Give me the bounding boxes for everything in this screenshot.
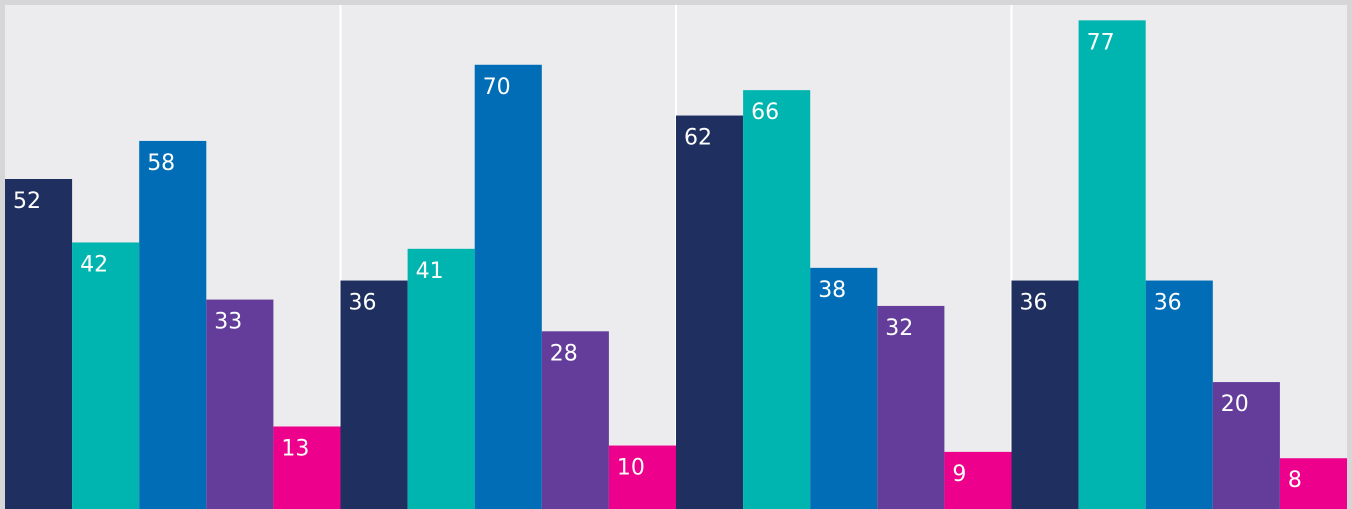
bar-value-label: 9 — [952, 462, 966, 487]
bar-value-label: 70 — [483, 75, 511, 100]
bar-value-label: 38 — [818, 278, 846, 303]
bar — [1212, 382, 1280, 509]
bar — [608, 445, 676, 509]
bar — [340, 280, 408, 509]
bar — [206, 299, 274, 509]
bar — [407, 248, 475, 509]
bar-value-label: 33 — [214, 310, 242, 335]
bar-value-label: 41 — [416, 259, 444, 284]
bar — [944, 451, 1012, 509]
bar — [5, 179, 73, 509]
bar-value-label: 62 — [684, 126, 712, 151]
bar-value-label: 42 — [80, 252, 108, 277]
bar — [743, 90, 811, 509]
bar-value-label: 52 — [13, 189, 41, 214]
bar-value-label: 28 — [550, 341, 578, 366]
bar — [810, 267, 878, 509]
bar — [474, 64, 542, 509]
bar — [139, 140, 207, 509]
bar — [273, 426, 341, 509]
bar-value-label: 36 — [1154, 291, 1182, 316]
bar-value-label: 36 — [1020, 291, 1048, 316]
bar-value-label: 10 — [617, 456, 645, 481]
bar — [877, 305, 945, 509]
bar-value-label: 58 — [147, 151, 175, 176]
bar-value-label: 8 — [1288, 468, 1302, 493]
bar-value-label: 32 — [885, 316, 913, 341]
bar — [1011, 280, 1079, 509]
bar-value-label: 36 — [349, 291, 377, 316]
bar — [72, 242, 140, 509]
bar — [1145, 280, 1213, 509]
bar-value-label: 77 — [1087, 30, 1115, 55]
bar — [676, 115, 744, 509]
bar — [1279, 458, 1347, 509]
bar-value-label: 66 — [751, 100, 779, 125]
bar-value-label: 20 — [1221, 392, 1249, 417]
bar — [1078, 20, 1146, 509]
bar-value-label: 13 — [281, 437, 309, 462]
bar — [541, 331, 609, 509]
